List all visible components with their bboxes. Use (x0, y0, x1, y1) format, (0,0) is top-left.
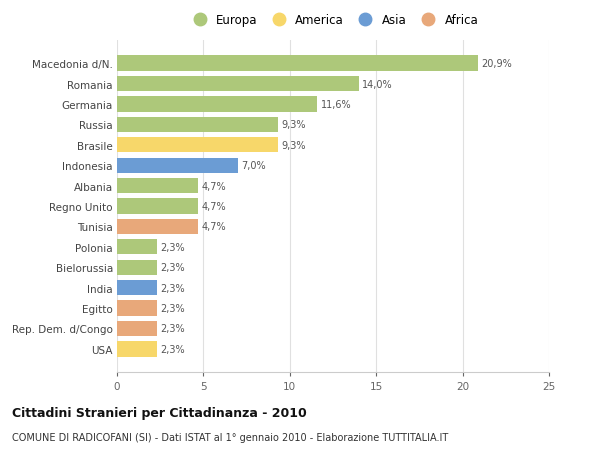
Text: 2,3%: 2,3% (160, 303, 185, 313)
Bar (117, 321, 157, 336)
Bar (117, 138, 278, 153)
Text: 2,3%: 2,3% (160, 283, 185, 293)
Text: COMUNE DI RADICOFANI (SI) - Dati ISTAT al 1° gennaio 2010 - Elaborazione TUTTITA: COMUNE DI RADICOFANI (SI) - Dati ISTAT a… (12, 432, 448, 442)
Bar (117, 158, 238, 174)
Bar (117, 341, 157, 357)
Text: 14,0%: 14,0% (362, 79, 393, 90)
Text: 2,3%: 2,3% (160, 263, 185, 273)
Bar (117, 260, 157, 275)
Text: 4,7%: 4,7% (202, 202, 226, 212)
Bar (117, 240, 157, 255)
Bar (117, 219, 198, 235)
Text: 9,3%: 9,3% (281, 120, 305, 130)
Bar (117, 280, 157, 296)
Text: 2,3%: 2,3% (160, 242, 185, 252)
Text: 20,9%: 20,9% (482, 59, 512, 69)
Bar (117, 301, 157, 316)
Legend: Europa, America, Asia, Africa: Europa, America, Asia, Africa (183, 9, 483, 32)
Text: 2,3%: 2,3% (160, 344, 185, 354)
Bar (117, 199, 198, 214)
Text: 7,0%: 7,0% (241, 161, 266, 171)
Bar (117, 97, 317, 112)
Text: 4,7%: 4,7% (202, 222, 226, 232)
Text: 9,3%: 9,3% (281, 140, 305, 151)
Text: Cittadini Stranieri per Cittadinanza - 2010: Cittadini Stranieri per Cittadinanza - 2… (12, 406, 307, 419)
Bar (117, 77, 359, 92)
Bar (117, 179, 198, 194)
Text: 4,7%: 4,7% (202, 181, 226, 191)
Text: 11,6%: 11,6% (321, 100, 352, 110)
Bar (117, 118, 278, 133)
Text: 2,3%: 2,3% (160, 324, 185, 334)
Bar (117, 56, 478, 72)
